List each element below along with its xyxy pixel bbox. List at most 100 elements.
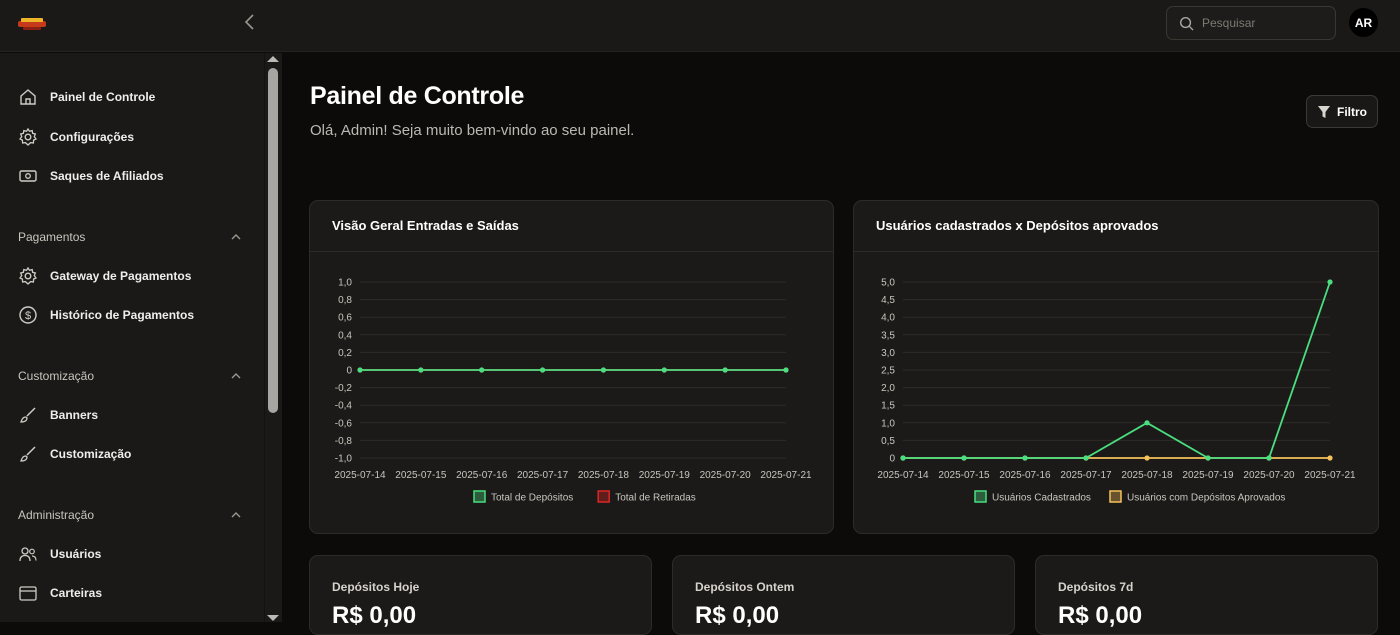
stat-card-depositos-ontem: Depósitos Ontem R$ 0,00 bbox=[672, 555, 1015, 635]
cash-icon bbox=[18, 166, 38, 186]
x-tick-label: 2025-07-20 bbox=[700, 470, 752, 481]
sidebar-item-label: Banners bbox=[50, 408, 99, 422]
x-tick-label: 2025-07-15 bbox=[395, 470, 447, 481]
sidebar-item-carteiras[interactable]: Carteiras bbox=[18, 579, 102, 607]
y-tick-label: 0,2 bbox=[338, 348, 352, 359]
data-point bbox=[357, 367, 363, 373]
x-tick-label: 2025-07-15 bbox=[938, 470, 990, 481]
y-tick-label: 0,4 bbox=[338, 330, 352, 341]
y-tick-label: 3,0 bbox=[881, 348, 895, 359]
scroll-down-icon[interactable] bbox=[267, 615, 279, 621]
chevron-up-icon bbox=[231, 373, 241, 379]
sidebar-item-banners[interactable]: Banners bbox=[18, 401, 98, 429]
data-point bbox=[722, 367, 728, 373]
sidebar-item-configuracoes[interactable]: Configurações bbox=[18, 123, 134, 151]
section-title: Administração bbox=[18, 508, 95, 522]
data-point bbox=[418, 367, 424, 373]
filter-button[interactable]: Filtro bbox=[1306, 95, 1378, 128]
y-tick-label: 2,0 bbox=[881, 383, 895, 394]
data-point bbox=[479, 367, 485, 373]
legend-label: Usuários Cadastrados bbox=[992, 493, 1091, 504]
x-tick-label: 2025-07-18 bbox=[1121, 470, 1173, 481]
sidebar-item-painel-de-controle[interactable]: Painel de Controle bbox=[18, 83, 155, 111]
x-tick-label: 2025-07-19 bbox=[639, 470, 691, 481]
y-tick-label: -0,8 bbox=[335, 436, 353, 447]
filter-label: Filtro bbox=[1337, 104, 1367, 119]
data-point bbox=[1205, 455, 1211, 461]
data-point bbox=[783, 367, 789, 373]
legend-label: Total de Depósitos bbox=[491, 493, 573, 504]
y-tick-label: -1,0 bbox=[335, 454, 353, 465]
y-tick-label: 0 bbox=[889, 454, 895, 465]
sidebar-item-saques-de-afiliados[interactable]: Saques de Afiliados bbox=[18, 162, 164, 190]
y-tick-label: 4,0 bbox=[881, 313, 895, 324]
sidebar-item-label: Saques de Afiliados bbox=[50, 169, 164, 183]
series-line bbox=[903, 281, 1331, 459]
search-input[interactable] bbox=[1202, 16, 1322, 30]
stat-card-depositos-7d: Depósitos 7d R$ 0,00 bbox=[1035, 555, 1378, 635]
legend-swatch bbox=[974, 490, 987, 503]
sidebar-item-gateway-de-pagamentos[interactable]: Gateway de Pagamentos bbox=[18, 262, 191, 290]
x-tick-label: 2025-07-20 bbox=[1243, 470, 1295, 481]
data-point bbox=[1327, 455, 1333, 461]
section-title: Customização bbox=[18, 369, 95, 383]
gear-icon bbox=[18, 127, 38, 147]
stat-value: R$ 0,00 bbox=[695, 602, 780, 629]
chevron-up-icon bbox=[231, 234, 241, 240]
x-tick-label: 2025-07-14 bbox=[877, 470, 929, 481]
filter-icon bbox=[1318, 105, 1330, 118]
data-point bbox=[900, 455, 906, 461]
avatar[interactable]: AR bbox=[1349, 8, 1378, 37]
home-icon bbox=[18, 87, 38, 107]
x-tick-label: 2025-07-21 bbox=[760, 470, 812, 481]
data-point bbox=[1266, 455, 1272, 461]
section-customizacao[interactable]: Customização bbox=[18, 366, 242, 386]
legend-swatch bbox=[1109, 490, 1122, 503]
data-point bbox=[961, 455, 967, 461]
brand-logo[interactable] bbox=[18, 15, 46, 33]
wallet-icon bbox=[18, 583, 38, 603]
legend-label: Total de Retiradas bbox=[615, 493, 696, 504]
y-tick-label: -0,4 bbox=[335, 401, 353, 412]
legend-swatch bbox=[473, 490, 486, 503]
chart-title: Usuários cadastrados x Depósitos aprovad… bbox=[876, 218, 1159, 233]
stat-label: Depósitos Ontem bbox=[695, 580, 795, 594]
y-tick-label: 1,0 bbox=[338, 278, 352, 289]
chevron-up-icon bbox=[231, 512, 241, 518]
stat-label: Depósitos 7d bbox=[1058, 580, 1134, 594]
y-tick-label: 1,0 bbox=[881, 418, 895, 429]
svg-text:$: $ bbox=[25, 310, 31, 322]
x-tick-label: 2025-07-16 bbox=[456, 470, 508, 481]
line-chart-entradas-saidas: 1,0 0,8 0,6 0,4 0,2 0 -0,2 -0,4 -0,6 -0,8 -1,0 2025… bbox=[334, 278, 812, 504]
x-tick-label: 2025-07-19 bbox=[1182, 470, 1234, 481]
section-pagamentos[interactable]: Pagamentos bbox=[18, 227, 242, 247]
gear-icon bbox=[18, 266, 38, 286]
search-icon bbox=[1179, 16, 1194, 31]
scroll-up-icon[interactable] bbox=[267, 56, 279, 62]
section-administracao[interactable]: Administração bbox=[18, 505, 242, 525]
stat-value: R$ 0,00 bbox=[1058, 602, 1143, 629]
y-tick-label: 0,5 bbox=[881, 436, 895, 447]
sidebar-item-usuarios[interactable]: Usuários bbox=[18, 540, 101, 568]
stat-card-depositos-hoje: Depósitos Hoje R$ 0,00 bbox=[309, 555, 652, 635]
legend-swatch bbox=[597, 490, 610, 503]
data-point bbox=[661, 367, 667, 373]
data-point bbox=[1327, 279, 1333, 285]
stat-label: Depósitos Hoje bbox=[332, 580, 420, 594]
collapse-sidebar-icon[interactable] bbox=[240, 12, 260, 32]
sidebar-item-customizacao[interactable]: Customização bbox=[18, 440, 131, 468]
sidebar-item-label: Painel de Controle bbox=[50, 90, 156, 104]
scrollbar-thumb[interactable] bbox=[268, 68, 278, 413]
page-title: Painel de Controle bbox=[310, 82, 525, 110]
data-point bbox=[1022, 455, 1028, 461]
sidebar-item-label: Customização bbox=[50, 447, 132, 461]
card-divider bbox=[854, 251, 1378, 252]
search-box[interactable] bbox=[1166, 6, 1336, 40]
x-tick-label: 2025-07-16 bbox=[999, 470, 1051, 481]
brush-icon bbox=[18, 405, 38, 425]
data-point bbox=[1083, 455, 1089, 461]
y-tick-label: -0,6 bbox=[335, 418, 353, 429]
dollar-circle-icon: $ bbox=[18, 305, 38, 325]
sidebar-item-historico-de-pagamentos[interactable]: $ Histórico de Pagamentos bbox=[18, 301, 194, 329]
sidebar-item-label: Configurações bbox=[50, 130, 135, 144]
